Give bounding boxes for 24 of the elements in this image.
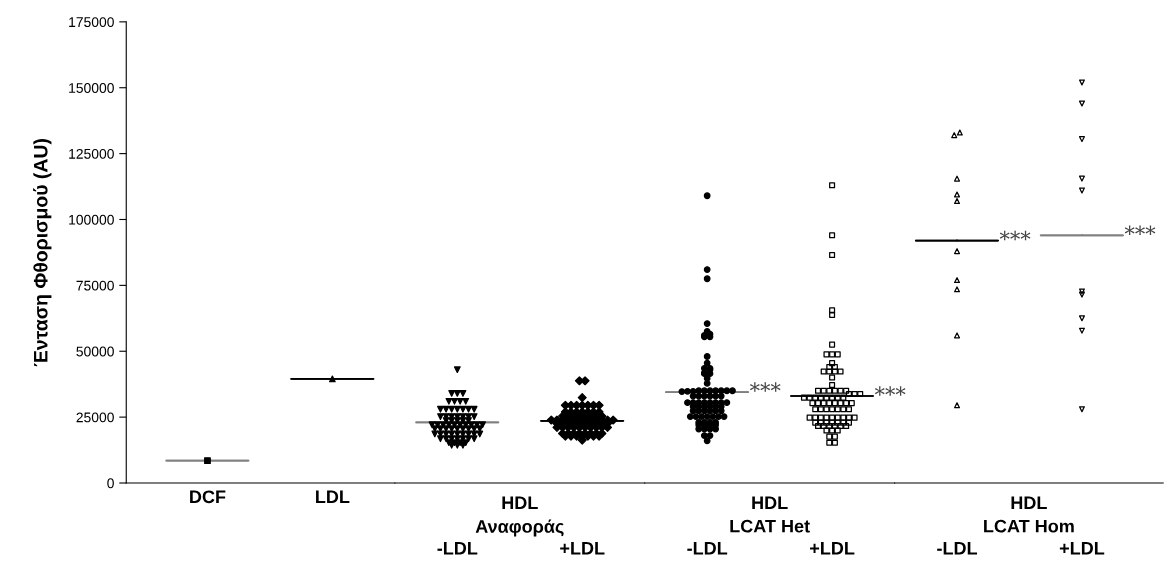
x-axis-title: HDL Αναφοράς [475, 496, 564, 537]
annotation: *** [874, 386, 906, 396]
y-tick-label: 0 [107, 478, 114, 489]
x-axis-title: HDL LCAT Hom [984, 496, 1074, 533]
annotation: *** [749, 382, 781, 392]
annotation: *** [999, 230, 1031, 241]
y-tick-label: 25000 [76, 412, 114, 423]
x-tick-label: LDL [316, 490, 350, 504]
y-tick-label: 175000 [69, 17, 114, 28]
y-tick-label: 150000 [69, 83, 114, 93]
y-tick-label: 100000 [69, 214, 114, 225]
x-tick-label: +LDL [560, 542, 605, 555]
x-tick-label: -LDL [937, 542, 978, 555]
x-axis-title: HDL LCAT Het [730, 496, 810, 533]
y-tick-label: 75000 [76, 280, 114, 291]
x-tick-label: -LDL [687, 542, 728, 555]
y-tick-label: 50000 [76, 346, 114, 357]
x-tick-label: DCF [190, 490, 226, 504]
x-tick-label: +LDL [1059, 542, 1105, 555]
y-axis-title: Ένταση Φθορισμού (AU) [33, 139, 52, 367]
y-tick-label: 125000 [69, 148, 114, 159]
annotation: *** [1124, 225, 1156, 236]
x-tick-label: -LDL [437, 542, 478, 555]
x-tick-label: +LDL [810, 542, 855, 555]
